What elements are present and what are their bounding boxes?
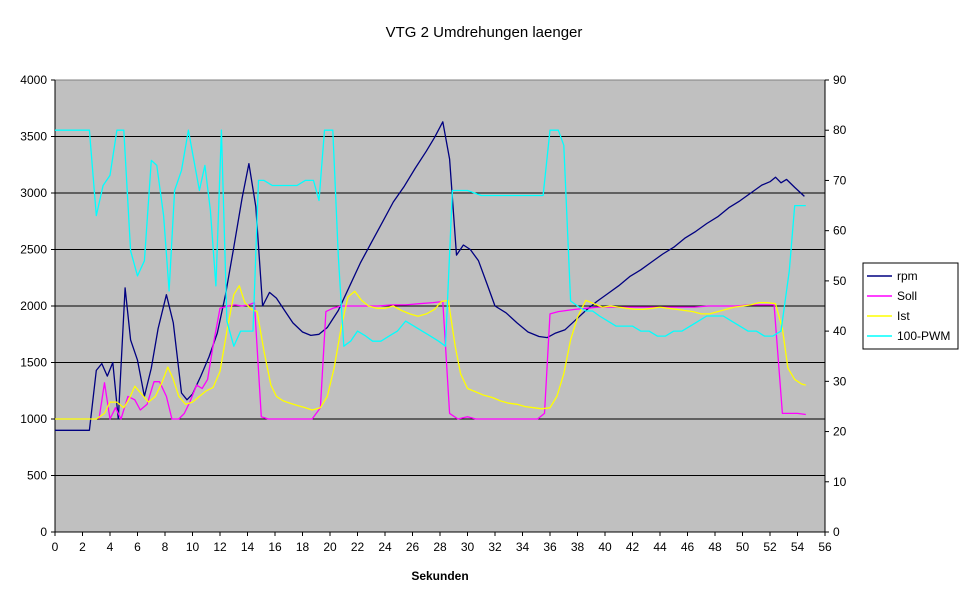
left-tick-label: 1500 bbox=[20, 356, 47, 370]
left-tick-label: 1000 bbox=[20, 412, 47, 426]
x-tick-label: 52 bbox=[763, 540, 777, 554]
x-tick-label: 20 bbox=[323, 540, 337, 554]
right-tick-label: 50 bbox=[833, 274, 847, 288]
x-tick-label: 16 bbox=[268, 540, 282, 554]
x-tick-label: 48 bbox=[708, 540, 722, 554]
x-tick-label: 24 bbox=[378, 540, 392, 554]
right-tick-label: 90 bbox=[833, 73, 847, 87]
x-tick-label: 18 bbox=[296, 540, 310, 554]
left-tick-label: 0 bbox=[40, 525, 47, 539]
left-tick-label: 2000 bbox=[20, 299, 47, 313]
x-tick-label: 2 bbox=[79, 540, 86, 554]
legend-label-soll: Soll bbox=[897, 289, 917, 303]
series-line-100-pwm bbox=[55, 129, 806, 347]
left-tick-label: 3000 bbox=[20, 186, 47, 200]
series-layer bbox=[55, 121, 806, 431]
gridlines bbox=[55, 136, 825, 476]
x-tick-label: 30 bbox=[461, 540, 475, 554]
right-tick-label: 40 bbox=[833, 324, 847, 338]
x-tick-label: 50 bbox=[736, 540, 750, 554]
x-tick-label: 28 bbox=[433, 540, 447, 554]
x-tick-label: 32 bbox=[488, 540, 502, 554]
x-axis: 0 2 4 6 8 10 12 14 16 18 20 22 24 26 28 30 32 34 36 38 40 42 4… bbox=[52, 531, 832, 554]
legend: rpm Soll Ist 100-PWM bbox=[862, 262, 959, 350]
x-tick-label: 8 bbox=[162, 540, 169, 554]
x-axis-label: Sekunden bbox=[411, 569, 468, 583]
legend-label-rpm: rpm bbox=[897, 269, 918, 283]
x-tick-label: 12 bbox=[213, 540, 227, 554]
left-tick-label: 2500 bbox=[20, 243, 47, 257]
left-y-axis: 0 500 1000 1500 2000 2500 3000 3500 4000 bbox=[20, 73, 56, 539]
x-tick-label: 22 bbox=[351, 540, 365, 554]
x-tick-label: 44 bbox=[653, 540, 667, 554]
right-tick-label: 80 bbox=[833, 123, 847, 137]
legend-box bbox=[862, 262, 959, 350]
x-tick-label: 40 bbox=[598, 540, 612, 554]
right-tick-label: 70 bbox=[833, 173, 847, 187]
series-line-rpm bbox=[55, 121, 805, 431]
legend-label-100-pwm: 100-PWM bbox=[897, 329, 950, 343]
right-tick-label: 60 bbox=[833, 224, 847, 238]
left-tick-label: 3500 bbox=[20, 130, 47, 144]
x-tick-label: 6 bbox=[134, 540, 141, 554]
x-tick-label: 46 bbox=[681, 540, 695, 554]
right-tick-label: 10 bbox=[833, 475, 847, 489]
x-tick-label: 36 bbox=[543, 540, 557, 554]
x-tick-label: 54 bbox=[791, 540, 805, 554]
chart-title: VTG 2 Umdrehungen laenger bbox=[386, 24, 583, 41]
right-tick-label: 20 bbox=[833, 425, 847, 439]
x-tick-label: 26 bbox=[406, 540, 420, 554]
x-tick-label: 42 bbox=[626, 540, 640, 554]
right-tick-label: 0 bbox=[833, 525, 840, 539]
x-tick-label: 38 bbox=[571, 540, 585, 554]
left-tick-label: 500 bbox=[27, 469, 47, 483]
legend-label-ist: Ist bbox=[897, 309, 910, 323]
series-line-ist bbox=[55, 285, 806, 420]
x-tick-label: 34 bbox=[516, 540, 530, 554]
x-tick-label: 4 bbox=[107, 540, 114, 554]
right-y-axis: 0 10 20 30 40 50 60 70 80 90 bbox=[824, 73, 847, 539]
x-tick-label: 56 bbox=[818, 540, 832, 554]
x-tick-label: 0 bbox=[52, 540, 59, 554]
left-tick-label: 4000 bbox=[20, 73, 47, 87]
x-tick-label: 14 bbox=[241, 540, 255, 554]
x-tick-label: 10 bbox=[186, 540, 200, 554]
right-tick-label: 30 bbox=[833, 374, 847, 388]
